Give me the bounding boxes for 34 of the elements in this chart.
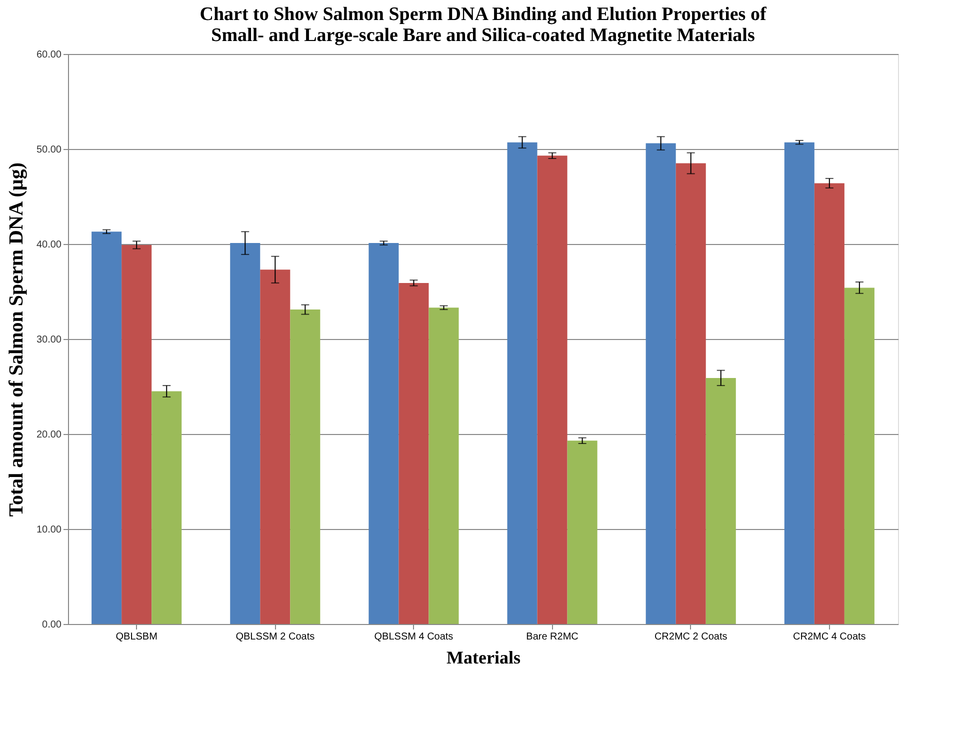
- x-tick-label: CR2MC 4 Coats: [793, 632, 866, 642]
- x-tick-label: CR2MC 2 Coats: [654, 632, 728, 642]
- bar: [428, 308, 459, 624]
- bar: [676, 163, 706, 624]
- bar: [152, 391, 182, 624]
- y-tick-label: 10.00: [36, 524, 62, 536]
- y-tick-label: 20.00: [36, 430, 62, 440]
- bar: [92, 232, 122, 624]
- y-axis-title: Total amount of Salmon Sperm DNA (µg): [5, 162, 28, 517]
- bar: [230, 243, 260, 624]
- y-tick-label: 40.00: [36, 240, 62, 250]
- bar: [368, 243, 399, 624]
- bar: [706, 378, 736, 624]
- bar: [537, 156, 568, 624]
- bar: [844, 288, 874, 624]
- x-tick-label: Bare R2MC: [526, 632, 578, 642]
- x-tick-label: QBLSSM 4 Coats: [374, 632, 454, 642]
- x-axis-title: Materials: [446, 648, 520, 668]
- bar: [260, 270, 290, 624]
- y-tick-label: 50.00: [36, 144, 62, 156]
- y-tick-label: 60.00: [36, 50, 62, 60]
- bar: [646, 143, 676, 624]
- bar: [784, 142, 814, 624]
- bar: [814, 183, 844, 624]
- bar: [567, 440, 598, 624]
- chart-title: Chart to Show Salmon Sperm DNA Binding and Elution Properties of Small- and Large-scale Bare and Silica-coated Magnetite Materials: [200, 4, 767, 46]
- x-tick-label: QBLSBM: [116, 632, 158, 642]
- bar: [290, 310, 320, 624]
- bar: [122, 244, 152, 624]
- y-tick-label: 0.00: [42, 620, 62, 630]
- x-tick-label: QBLSSM 2 Coats: [236, 632, 315, 642]
- bar: [398, 282, 429, 624]
- y-tick-label: 30.00: [36, 334, 62, 346]
- bar: [507, 142, 538, 624]
